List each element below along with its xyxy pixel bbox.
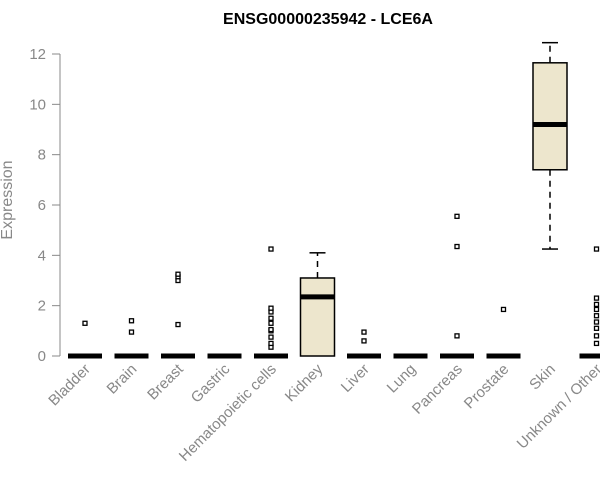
y-axis-label: Expression <box>0 160 16 239</box>
outlier-point <box>454 213 460 219</box>
boxes-layer <box>68 41 600 359</box>
iqr-box <box>532 62 568 171</box>
box-group <box>254 246 288 359</box>
box-group <box>347 329 381 359</box>
y-axis-ticks: 0 2 4 6 8 10 12 <box>29 46 60 365</box>
x-category-label: Brain <box>104 361 141 398</box>
box-group <box>486 306 521 359</box>
y-tick-label: 4 <box>38 247 46 264</box>
outlier-point <box>593 295 600 301</box>
y-tick-label: 6 <box>38 197 46 214</box>
x-category-label: Kidney <box>282 360 327 405</box>
y-tick-label: 8 <box>38 147 46 164</box>
outlier-point <box>500 306 507 313</box>
box-group <box>440 213 474 359</box>
x-category-label: Lung <box>384 361 420 397</box>
outlier-point <box>175 271 181 277</box>
x-category-label: Breast <box>144 360 187 403</box>
outlier-point <box>268 305 274 311</box>
outlier-point <box>128 329 135 335</box>
x-category-label: Liver <box>338 361 373 396</box>
box-group <box>579 246 600 359</box>
box-group <box>161 271 195 359</box>
outlier-point <box>361 329 367 335</box>
box-group <box>68 320 102 359</box>
y-tick-label: 10 <box>29 96 46 113</box>
outlier-point <box>175 321 181 328</box>
x-category-label: Skin <box>526 361 559 394</box>
x-category-label: Prostate <box>461 361 513 413</box>
outlier-point <box>82 320 88 326</box>
y-tick-label: 0 <box>38 348 46 365</box>
outlier-point <box>593 325 600 331</box>
box-group <box>532 41 568 250</box>
y-tick-label: 12 <box>29 46 46 63</box>
outlier-point <box>593 313 600 319</box>
outlier-point <box>593 301 600 308</box>
iqr-box <box>299 277 336 357</box>
outlier-point <box>454 333 460 339</box>
outlier-point <box>593 319 600 325</box>
outlier-point <box>128 318 135 324</box>
x-category-label: Pancreas <box>409 361 466 418</box>
outlier-point <box>268 315 274 321</box>
outlier-point <box>454 243 460 250</box>
x-category-label: Bladder <box>45 361 94 410</box>
outlier-point <box>593 246 600 252</box>
outlier-point <box>268 326 274 333</box>
outlier-point <box>361 338 367 344</box>
box-group <box>114 318 149 359</box>
box-group <box>299 252 336 357</box>
y-tick-label: 2 <box>38 298 46 315</box>
x-category-label: Gastric <box>188 360 234 406</box>
outlier-point <box>593 333 600 339</box>
outlier-point <box>593 306 600 313</box>
outlier-point <box>593 340 600 347</box>
outlier-point <box>268 334 274 340</box>
outlier-point <box>268 246 274 252</box>
outlier-point <box>268 320 274 326</box>
chart-title: ENSG00000235942 - LCE6A <box>223 11 433 28</box>
outlier-point <box>268 340 274 347</box>
